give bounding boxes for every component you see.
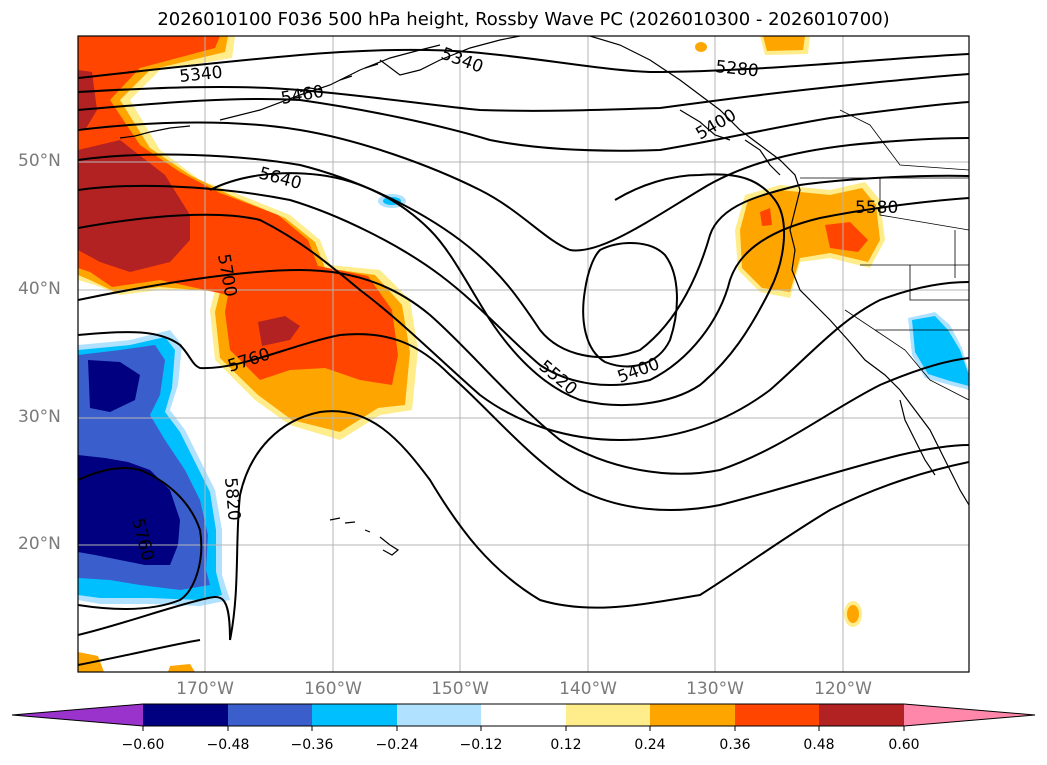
lat-label: 50°N [18,151,61,171]
contour-label: 5580 [855,198,898,218]
height-contours [78,48,969,666]
colorbar-swatch [481,704,566,726]
colorbar-swatch [735,704,819,726]
colorbar [11,703,1036,731]
contour-label: 5280 [714,57,759,81]
lat-label: 40°N [18,279,61,299]
colorbar-tick-label: 0.36 [719,737,751,753]
contour-label: 5820 [220,477,244,522]
contour-label: 5340 [178,63,223,87]
colorbar-tick-label: 0.48 [803,737,835,753]
lat-label: 20°N [18,534,61,554]
colorbar-tick-label: −0.24 [375,737,419,753]
lon-label: 120°W [814,679,872,699]
colorbar-extend-high [904,704,1035,726]
colorbar-tick-label: 0.60 [888,737,920,753]
colorbar-tick-label: 0.12 [550,737,582,753]
colorbar-tick-label: −0.36 [290,737,334,753]
lon-label: 150°W [431,679,489,699]
colorbar-swatch [566,704,650,726]
map-plot-area: 5340 5460 5340 5280 5400 5640 5580 5700 … [78,36,969,672]
colorbar-swatch [819,704,904,726]
lon-label: 130°W [686,679,744,699]
lon-label: 170°W [176,679,234,699]
lon-label: 160°W [304,679,362,699]
colorbar-extend-low [12,704,143,726]
state-borders [800,109,969,401]
colorbar-swatch [312,704,397,726]
map-gridlines [78,36,969,672]
colorbar-tick-label: 0.24 [634,737,666,753]
colorbar-swatch [228,704,312,726]
lat-label: 30°N [18,407,61,427]
colorbar-tick-label: −0.60 [121,737,165,753]
colorbar-tick-label: −0.12 [459,737,503,753]
colorbar-swatch [143,704,228,726]
map-frame [77,35,970,673]
colorbar-swatch [650,704,735,726]
colorbar-tick-label: −0.48 [206,737,250,753]
map-title: 2026010100 F036 500 hPa height, Rossby W… [157,9,890,30]
lon-label: 140°W [559,679,617,699]
colorbar-swatch [397,704,481,726]
